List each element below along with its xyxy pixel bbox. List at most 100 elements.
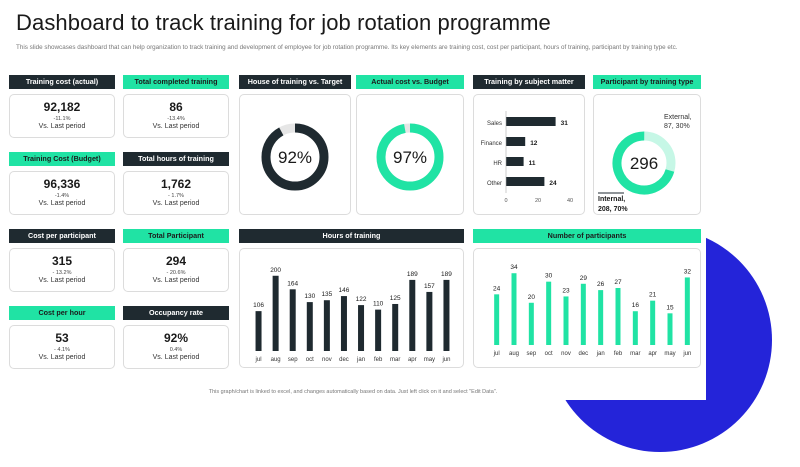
kpi-card[interactable]: 315 - 13.2% Vs. Last period: [9, 248, 115, 292]
bar-value-label: 29: [580, 275, 588, 282]
kpi-value: 294: [165, 254, 187, 268]
bar-value-label: 30: [545, 273, 553, 280]
kpi-value: 1,762: [160, 177, 192, 191]
x-tick-label: 40: [567, 198, 573, 204]
kpi-card[interactable]: 294 - 20.6% Vs. Last period: [123, 248, 229, 292]
kpi-card[interactable]: 53 - 4.1% Vs. Last period: [9, 325, 115, 369]
kpi-change: - 20.6%: [166, 270, 186, 276]
month-label: jan: [596, 351, 605, 357]
kpi-value: 315: [51, 254, 73, 268]
bar-value-label: 16: [632, 302, 640, 309]
month-label: apr: [408, 357, 417, 363]
cost-vs-budget-header: Actual cost vs. Budget: [356, 75, 464, 89]
cost-vs-budget-donut: 97%: [376, 123, 444, 191]
month-bar: [340, 296, 347, 351]
kpi-card[interactable]: 96,336 -1.4% Vs. Last period: [9, 171, 115, 215]
bar-value-label: 164: [287, 280, 298, 287]
month-label: oct: [306, 357, 314, 363]
subject-bar: [506, 117, 556, 126]
bar-value-label: 12: [530, 140, 538, 147]
month-label: dec: [578, 351, 588, 357]
month-label: mar: [630, 351, 640, 357]
month-label: jun: [441, 357, 450, 363]
kpi-comparison-label: Vs. Last period: [152, 354, 200, 361]
participants-header: Number of participants: [473, 229, 701, 243]
cost-vs-budget-card[interactable]: 97%: [356, 94, 464, 215]
kpi-value: 96,336: [43, 177, 81, 191]
month-bar: [375, 309, 382, 351]
kpi-value: 92,182: [43, 100, 81, 114]
kpi-comparison-label: Vs. Last period: [38, 354, 86, 361]
participant-type-donut: External, 87, 30% 296 Internal, 208, 70%: [598, 114, 692, 213]
hours-vs-target-card[interactable]: 92%: [239, 94, 351, 215]
bar-value-label: 110: [373, 301, 384, 308]
month-label: feb: [374, 357, 383, 363]
participants-card[interactable]: 24 jul 34 aug 20 sep 30 oct 23 nov 29 dec 26 jan 27 feb…: [473, 248, 701, 368]
month-bar: [392, 303, 399, 351]
kpi-value: 92%: [163, 331, 189, 345]
participants-bar-chart: 24 jul 34 aug 20 sep 30 oct 23 nov 29 dec 26 jan 27 feb…: [493, 264, 692, 357]
kpi-card[interactable]: 1,762 - 1.7% Vs. Last period: [123, 171, 229, 215]
donut-progress: [261, 123, 329, 191]
bar-value-label: 189: [407, 271, 418, 278]
kpi-header: Cost per participant: [9, 229, 115, 243]
category-label: Finance: [481, 141, 503, 147]
month-label: nov: [322, 357, 332, 363]
footer-note: This graph/chart is linked to excel, and…: [208, 389, 498, 395]
subject-bar: [506, 137, 526, 146]
category-label: Sales: [487, 121, 502, 127]
bar-value-label: 34: [510, 264, 518, 271]
x-tick-label: 0: [504, 198, 507, 204]
kpi-header: Cost per hour: [9, 306, 115, 320]
kpi-card[interactable]: 86 -13.4% Vs. Last period: [123, 94, 229, 138]
kpi-card[interactable]: 92% 0.4% Vs. Last period: [123, 325, 229, 369]
internal-segment: [612, 131, 676, 195]
bar-value-label: 31: [561, 120, 569, 127]
kpi-change: -1.4%: [54, 193, 70, 199]
kpi-header: Occupancy rate: [123, 306, 229, 320]
bar-value-label: 106: [253, 302, 264, 309]
kpi-comparison-label: Vs. Last period: [38, 200, 86, 207]
month-label: jul: [255, 357, 262, 363]
month-bar: [632, 311, 638, 345]
kpi-header: Total completed training: [123, 75, 229, 89]
subject-card[interactable]: Sales 31 Finance 12 HR 11 Other 24 0 20 40: [473, 94, 585, 215]
month-label: sep: [288, 357, 298, 363]
month-bar: [306, 302, 313, 351]
month-label: may: [424, 357, 435, 363]
hours-training-card[interactable]: 106 jul 200 aug 164 sep 130 oct 135 nov 146 dec 122 j…: [239, 248, 464, 368]
bar-value-label: 122: [356, 296, 367, 303]
external-label: External,: [664, 114, 692, 121]
hours-training-header: Hours of training: [239, 229, 464, 243]
month-label: sep: [526, 351, 536, 357]
participant-type-header: Participant by training type: [593, 75, 701, 89]
month-bar: [684, 277, 690, 345]
bar-value-label: 26: [597, 281, 605, 288]
subject-bar-chart: Sales 31 Finance 12 HR 11 Other 24 0 20 40: [481, 111, 573, 204]
kpi-comparison-label: Vs. Last period: [152, 200, 200, 207]
internal-value: 208, 70%: [598, 206, 628, 213]
month-bar: [563, 296, 569, 345]
internal-label: Internal,: [598, 196, 625, 203]
donut-progress: [376, 123, 444, 191]
bar-value-label: 200: [270, 267, 281, 274]
month-label: mar: [390, 357, 400, 363]
kpi-change: -13.4%: [167, 116, 185, 122]
bar-value-label: 157: [424, 283, 435, 290]
kpi-header: Training cost (actual): [9, 75, 115, 89]
month-bar: [443, 279, 450, 351]
subject-header: Training by subject matter: [473, 75, 585, 89]
subject-bar: [506, 177, 545, 186]
month-bar: [272, 275, 279, 351]
kpi-card[interactable]: 92,182 -11.1% Vs. Last period: [9, 94, 115, 138]
bar-value-label: 20: [528, 294, 536, 301]
bar-value-label: 23: [562, 287, 570, 294]
participant-type-card[interactable]: External, 87, 30% 296 Internal, 208, 70%: [593, 94, 701, 215]
donut-label: 97%: [393, 148, 427, 167]
kpi-header: Total Participant: [123, 229, 229, 243]
month-bar: [494, 294, 500, 345]
bar-value-label: 135: [321, 291, 332, 298]
kpi-comparison-label: Vs. Last period: [38, 277, 86, 284]
kpi-change: - 4.1%: [54, 347, 70, 353]
month-bar: [511, 273, 517, 345]
